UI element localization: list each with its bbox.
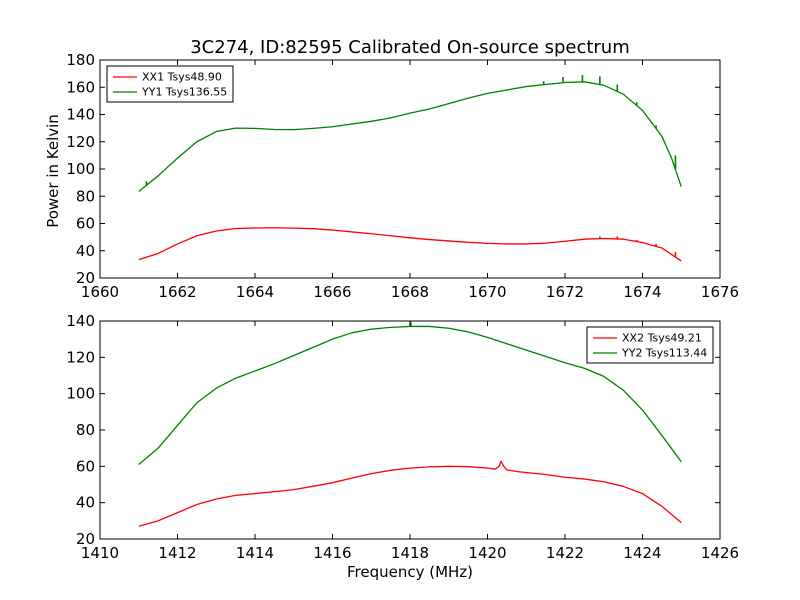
y-tick-label: 140	[66, 312, 95, 330]
x-tick-label: 1664	[236, 283, 274, 301]
x-tick-label: 1674	[623, 283, 661, 301]
y-tick-label: 120	[66, 348, 95, 366]
chart-panel-1: 1660 1662 1664 1666 1668 1670 1672 1674 1676 20 40…	[66, 51, 739, 301]
y-axis-label: Power in Kelvin	[44, 114, 62, 228]
legend-label: XX2 Tsys49.21	[622, 332, 702, 345]
y-tick-label: 40	[76, 494, 95, 512]
x-tick-label: 1420	[468, 544, 506, 562]
x-tick-label: 1412	[158, 544, 196, 562]
x-tick-label: 1424	[623, 544, 661, 562]
y-tick-label: 40	[76, 242, 95, 260]
x-tick-label: 1668	[391, 283, 429, 301]
chart-panel-2: 1410 1412 1414 1416 1418 1420 1422 1424 1426 20 40…	[66, 312, 739, 562]
series-group	[138, 74, 682, 262]
x-tick-label: 1426	[701, 544, 739, 562]
y-tick-label: 80	[76, 187, 95, 205]
series-group	[138, 321, 682, 527]
legend-box	[106, 65, 234, 103]
y-tick-label: 140	[66, 106, 95, 124]
series-line-1	[138, 460, 682, 527]
series-line-1	[138, 227, 682, 262]
x-tick-label: 1418	[391, 544, 429, 562]
x-axis-label: Frequency (MHz)	[347, 563, 473, 581]
y-tick-label: 20	[76, 530, 95, 548]
legend-box	[586, 326, 714, 364]
y-tick-label: 60	[76, 457, 95, 475]
legend-label: XX1 Tsys48.90	[142, 71, 222, 84]
y-tick-label: 180	[66, 51, 95, 69]
legend: XX1 Tsys48.90 YY1 Tsys136.55	[106, 65, 234, 103]
y-tick-label: 100	[66, 385, 95, 403]
legend-label: YY1 Tsys136.55	[141, 86, 227, 99]
x-tick-label: 1416	[313, 544, 351, 562]
x-tick-label: 1670	[468, 283, 506, 301]
y-tick-label: 120	[66, 133, 95, 151]
y-tick-label: 20	[76, 269, 95, 287]
figure-title: 3C274, ID:82595 Calibrated On-source spe…	[190, 37, 630, 58]
x-tick-label: 1422	[546, 544, 584, 562]
x-tick-label: 1672	[546, 283, 584, 301]
y-tick-label: 100	[66, 160, 95, 178]
series-line-2	[138, 81, 682, 192]
y-tick-label: 80	[76, 421, 95, 439]
legend: XX2 Tsys49.21 YY2 Tsys113.44	[586, 326, 714, 364]
x-tick-label: 1414	[236, 544, 274, 562]
x-tick-label: 1666	[313, 283, 351, 301]
y-tick-label: 60	[76, 215, 95, 233]
x-tick-label: 1662	[158, 283, 196, 301]
x-tick-label: 1410	[81, 544, 119, 562]
legend-label: YY2 Tsys113.44	[621, 347, 707, 360]
chart-panels: 1660 1662 1664 1666 1668 1670 1672 1674 1676 20 40…	[66, 51, 739, 562]
y-tick-label: 160	[66, 78, 95, 96]
x-tick-label: 1676	[701, 283, 739, 301]
x-tick-label: 1660	[81, 283, 119, 301]
